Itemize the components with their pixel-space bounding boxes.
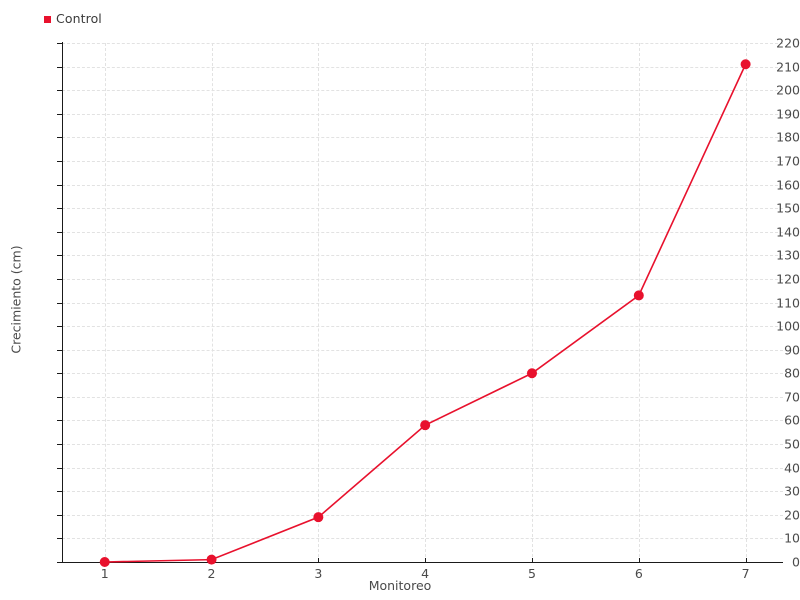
- y-tick-mark: [57, 562, 62, 563]
- y-tick-label: 140: [776, 224, 800, 240]
- x-axis-line: [61, 562, 783, 563]
- y-tick-label: 120: [776, 271, 800, 287]
- y-tick-label: 170: [776, 153, 800, 169]
- y-tick-mark: [57, 514, 62, 516]
- y-axis-line: [62, 42, 63, 563]
- x-tick-mark: [318, 558, 320, 563]
- y-tick-mark: [57, 90, 62, 92]
- data-point: [206, 554, 217, 565]
- y-tick-label: 210: [776, 59, 800, 75]
- x-tick-label: 1: [100, 566, 109, 581]
- y-tick-label: 30: [784, 483, 800, 499]
- y-tick-mark: [57, 444, 62, 446]
- y-tick-label: 60: [784, 412, 800, 428]
- y-tick-mark: [57, 113, 62, 115]
- data-point: [526, 368, 537, 379]
- data-point: [633, 290, 644, 301]
- y-tick-mark: [57, 231, 62, 233]
- y-tick-label: 0: [792, 554, 800, 570]
- y-tick-label: 80: [784, 365, 800, 381]
- y-tick-mark: [57, 467, 62, 469]
- x-axis-title: Monitoreo: [368, 578, 432, 593]
- x-tick-label: 6: [634, 566, 643, 581]
- y-tick-mark: [57, 278, 62, 280]
- y-tick-mark: [57, 420, 62, 422]
- y-tick-mark: [57, 255, 62, 257]
- x-tick-mark: [531, 558, 533, 563]
- y-tick-mark: [57, 160, 62, 162]
- data-point: [420, 420, 431, 431]
- chart-legend: Control: [44, 11, 102, 27]
- x-tick-label: 5: [528, 566, 536, 581]
- y-tick-mark: [57, 491, 62, 493]
- y-tick-mark: [57, 208, 62, 210]
- y-tick-label: 10: [784, 530, 800, 546]
- y-tick-mark: [57, 326, 62, 328]
- y-tick-label: 130: [776, 247, 800, 263]
- x-tick-label: 4: [421, 566, 430, 581]
- y-tick-label: 110: [776, 295, 800, 310]
- y-tick-label: 50: [784, 436, 800, 452]
- data-point: [99, 557, 110, 567]
- y-tick-mark: [57, 43, 62, 44]
- y-tick-mark: [57, 184, 62, 186]
- data-point: [740, 59, 751, 70]
- x-tick-label: 2: [207, 566, 216, 581]
- y-tick-mark: [57, 373, 62, 375]
- y-tick-mark: [57, 396, 62, 398]
- y-tick-label: 180: [776, 129, 800, 145]
- x-tick-label: 3: [314, 566, 323, 581]
- x-tick-mark: [745, 558, 747, 563]
- y-tick-mark: [57, 349, 62, 351]
- y-tick-label: 90: [784, 342, 800, 358]
- y-tick-mark: [57, 302, 62, 304]
- series-line: [104, 63, 747, 563]
- y-tick-label: 100: [776, 318, 800, 334]
- y-tick-label: 20: [784, 507, 800, 523]
- y-tick-label: 70: [784, 389, 800, 405]
- y-tick-label: 220: [776, 35, 800, 51]
- x-tick-mark: [425, 558, 427, 563]
- y-tick-label: 40: [784, 460, 800, 476]
- y-tick-mark: [57, 137, 62, 139]
- y-tick-mark: [57, 538, 62, 540]
- y-tick-label: 160: [776, 177, 800, 193]
- x-tick-label: 7: [741, 566, 750, 581]
- y-tick-mark: [57, 66, 62, 68]
- x-tick-mark: [638, 558, 640, 563]
- y-tick-label: 150: [776, 200, 800, 216]
- data-point: [313, 512, 324, 523]
- y-tick-label: 190: [776, 106, 800, 122]
- y-axis-title: Crecimiento (cm): [8, 245, 24, 354]
- y-tick-label: 200: [776, 82, 800, 98]
- legend-swatch-control: [44, 15, 51, 23]
- legend-label-control: Control: [56, 10, 102, 26]
